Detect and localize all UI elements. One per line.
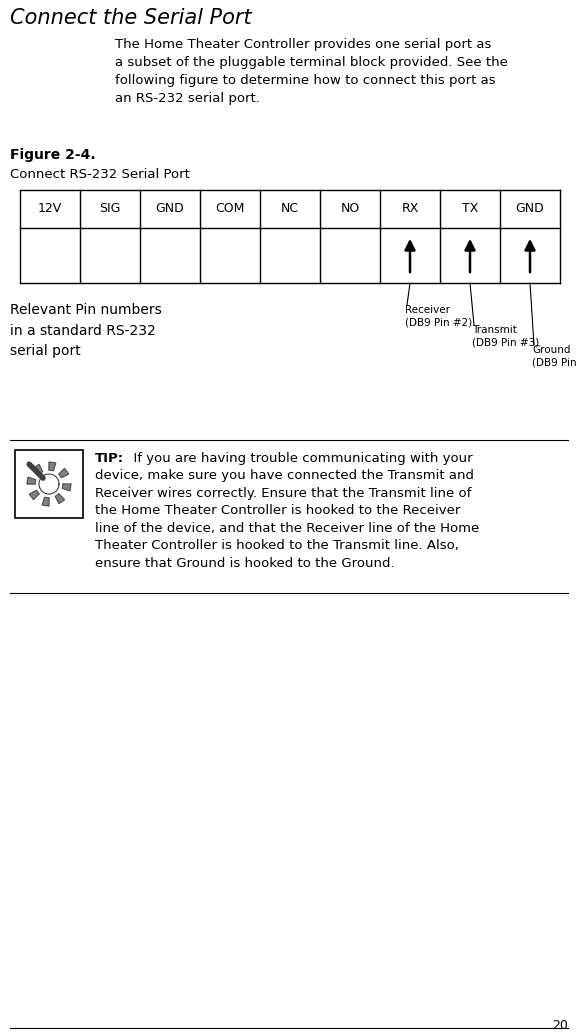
Polygon shape <box>39 474 59 494</box>
Text: Ground
(DB9 Pin #5): Ground (DB9 Pin #5) <box>532 345 578 367</box>
Text: ensure that Ground is hooked to the Ground.: ensure that Ground is hooked to the Grou… <box>95 557 395 570</box>
Polygon shape <box>29 491 39 500</box>
Text: GND: GND <box>155 203 184 215</box>
Text: TX: TX <box>462 203 478 215</box>
Text: 12V: 12V <box>38 203 62 215</box>
Text: device, make sure you have connected the Transmit and: device, make sure you have connected the… <box>95 470 474 482</box>
Text: the Home Theater Controller is hooked to the Receiver: the Home Theater Controller is hooked to… <box>95 504 460 518</box>
Text: GND: GND <box>516 203 544 215</box>
Text: Figure 2-4.: Figure 2-4. <box>10 148 95 162</box>
Text: NO: NO <box>340 203 360 215</box>
Text: Relevant Pin numbers
in a standard RS-232
serial port: Relevant Pin numbers in a standard RS-23… <box>10 303 162 358</box>
Text: NC: NC <box>281 203 299 215</box>
Text: COM: COM <box>216 203 244 215</box>
Bar <box>15 450 83 518</box>
Text: If you are having trouble communicating with your: If you are having trouble communicating … <box>125 452 473 465</box>
Polygon shape <box>55 494 65 504</box>
Polygon shape <box>59 469 69 477</box>
Polygon shape <box>49 462 56 471</box>
Text: The Home Theater Controller provides one serial port as
a subset of the pluggabl: The Home Theater Controller provides one… <box>115 38 508 105</box>
Text: Receiver
(DB9 Pin #2): Receiver (DB9 Pin #2) <box>405 305 472 327</box>
Text: Connect the Serial Port: Connect the Serial Port <box>10 8 251 28</box>
Polygon shape <box>42 497 49 506</box>
Text: 20: 20 <box>552 1019 568 1032</box>
Polygon shape <box>34 465 43 474</box>
Text: Theater Controller is hooked to the Transmit line. Also,: Theater Controller is hooked to the Tran… <box>95 539 459 553</box>
Text: Connect RS-232 Serial Port: Connect RS-232 Serial Port <box>10 168 190 181</box>
Text: line of the device, and that the Receiver line of the Home: line of the device, and that the Receive… <box>95 522 479 535</box>
Text: Transmit
(DB9 Pin #3): Transmit (DB9 Pin #3) <box>472 325 539 348</box>
Polygon shape <box>27 477 36 484</box>
Text: Receiver wires correctly. Ensure that the Transmit line of: Receiver wires correctly. Ensure that th… <box>95 487 472 500</box>
Polygon shape <box>62 484 71 491</box>
Text: RX: RX <box>401 203 418 215</box>
Text: TIP:: TIP: <box>95 452 124 465</box>
Text: SIG: SIG <box>99 203 121 215</box>
